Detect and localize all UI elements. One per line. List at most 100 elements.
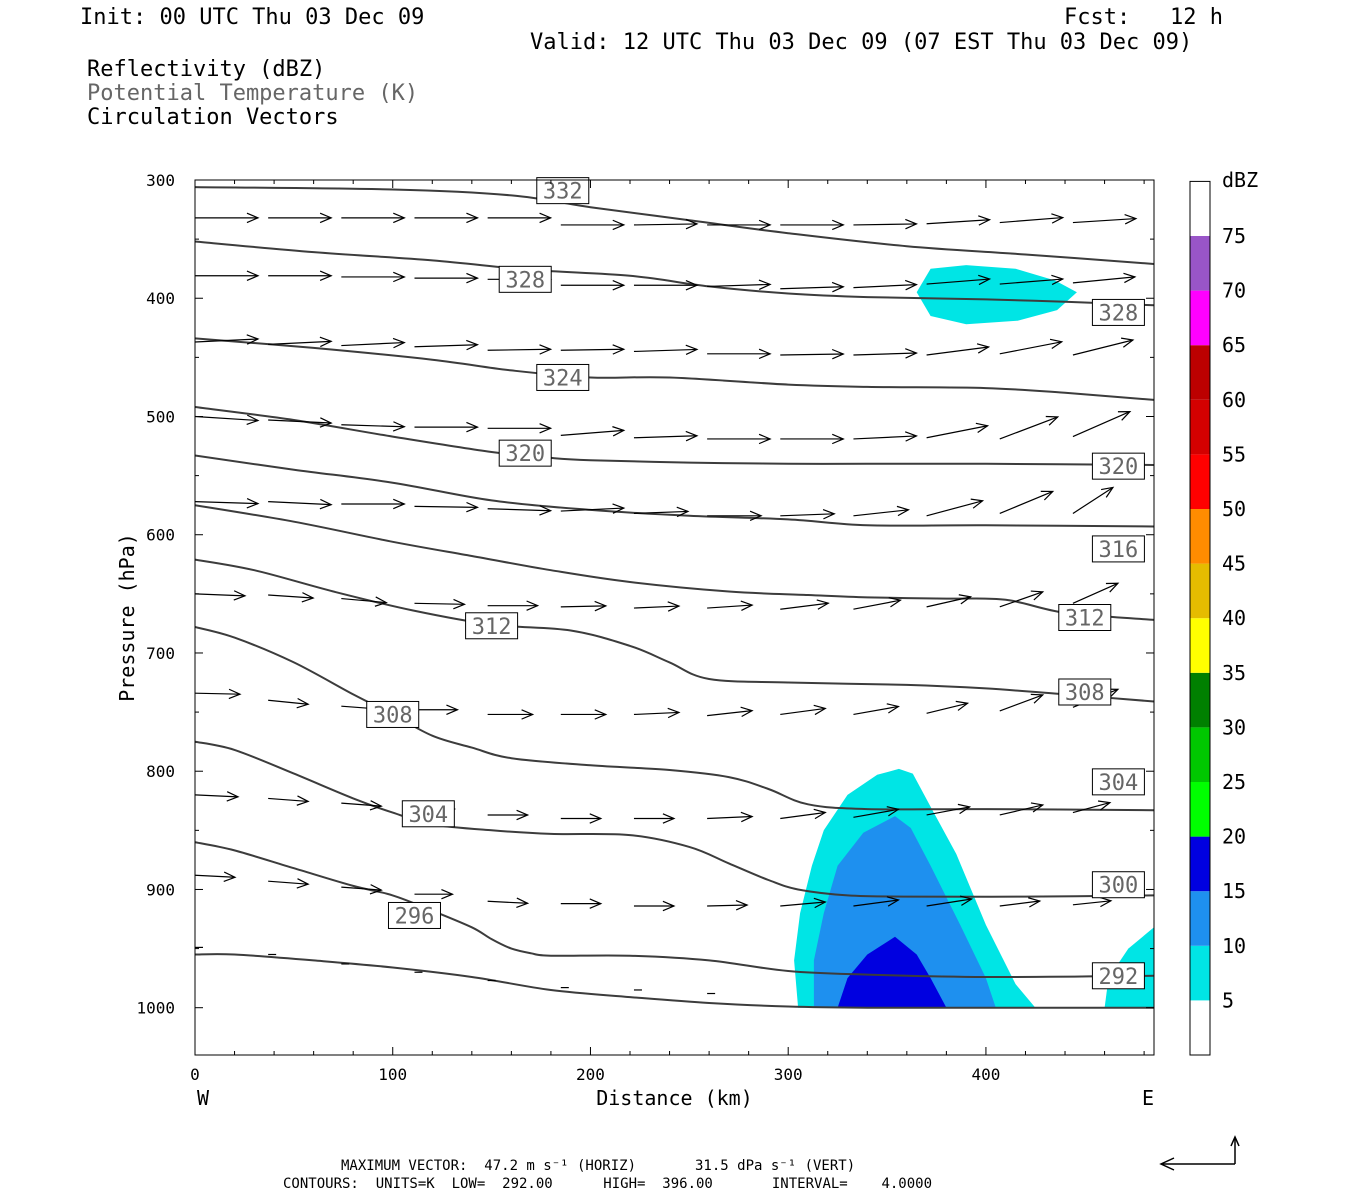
wind-vector-head [228, 688, 242, 700]
colorbar-label: 60 [1222, 388, 1246, 412]
east-label: E [1142, 1086, 1154, 1110]
wind-vector-head [612, 280, 626, 291]
wind-vector-head [1028, 897, 1042, 908]
y-tick-label: 500 [146, 407, 175, 426]
wind-vector-head [904, 431, 918, 442]
wind-vector-head [685, 218, 699, 230]
wind-vector-head [516, 897, 530, 908]
wind-vector [780, 353, 844, 356]
wind-vector [633, 711, 679, 716]
wind-vector-head [957, 803, 972, 815]
contour-label-328: 328 [1099, 301, 1139, 326]
reflectivity-region-10dbz [813, 816, 996, 1008]
contour-label-box [1091, 452, 1145, 480]
wind-vector-head [1123, 272, 1137, 284]
wind-vector-head [296, 697, 310, 709]
y-tick-label: 300 [146, 171, 175, 190]
wind-vector [1072, 276, 1135, 284]
colorbar-segment [1190, 945, 1210, 1001]
wind-vector [926, 219, 990, 225]
theta-contour-300 [195, 740, 1154, 898]
contour-info-note: CONTOURS: UNITS=K LOW= 292.00 HIGH= 396.… [283, 1176, 933, 1192]
wind-vector-head [1030, 590, 1045, 601]
reference-arrow-icon [1159, 1135, 1240, 1171]
contour-label-box [387, 901, 441, 929]
colorbar-segment [1190, 618, 1210, 673]
wind-vector [853, 352, 917, 356]
wind-vector [999, 900, 1040, 907]
colorbar-label: 35 [1222, 661, 1246, 685]
field-circulation-vectors: Circulation Vectors [87, 105, 339, 130]
west-label: W [197, 1086, 210, 1110]
wind-vector-head [589, 898, 603, 909]
colorbar-label: 55 [1222, 442, 1246, 466]
wind-vector [268, 340, 332, 345]
theta-contour-296 [195, 841, 1154, 979]
contour-label-box [401, 800, 455, 828]
wind-vector-head [978, 215, 992, 226]
wind-vector [268, 419, 332, 424]
colorbar-frame [1189, 180, 1211, 1056]
wind-vector-head [976, 343, 991, 354]
wind-vector-head [539, 423, 553, 434]
colorbar-label: 15 [1222, 879, 1246, 903]
wind-vector-head [1051, 274, 1065, 286]
contour-label-304: 304 [1099, 771, 1139, 796]
contour-label-box [498, 439, 552, 467]
wind-vector [341, 802, 382, 807]
wind-vector-head [685, 280, 699, 291]
wind-vector-head [1049, 338, 1064, 350]
wind-vector [560, 605, 606, 608]
wind-vector [853, 223, 917, 226]
wind-vector-head [955, 700, 970, 711]
wind-vector-head [453, 598, 467, 610]
wind-vector-head [1097, 800, 1112, 811]
wind-vector [414, 602, 465, 605]
y-tick-label: 600 [146, 526, 175, 545]
colorbar-label: 70 [1222, 279, 1246, 303]
wind-vector [560, 429, 624, 437]
wind-vector [926, 425, 988, 439]
y-tick-label: 900 [146, 880, 175, 899]
wind-vector-head [816, 599, 830, 610]
wind-vector [268, 501, 332, 506]
contour-label-304: 304 [408, 803, 448, 828]
wind-vector-head [832, 433, 845, 445]
theta-contour-292 [195, 953, 1154, 1009]
contour-label-box [1091, 768, 1145, 796]
wind-vector [780, 602, 829, 610]
contour-label-box [536, 363, 590, 391]
wind-vector [487, 508, 551, 512]
x-tick-label: 0 [190, 1065, 200, 1084]
y-tick-label: 700 [146, 644, 175, 663]
wind-vector-head [813, 704, 827, 716]
wind-vector [268, 594, 314, 599]
wind-vector-head [896, 505, 910, 517]
wind-vector [999, 216, 1063, 224]
contour-label-332: 332 [543, 180, 583, 205]
colorbar-label: 65 [1222, 333, 1246, 357]
wind-vector-head [958, 594, 973, 605]
theta-contour-316 [195, 454, 1154, 528]
wind-vector-head [446, 704, 460, 715]
wind-vector-head [466, 339, 480, 351]
field-reflectivity: Reflectivity (dBZ) [87, 57, 326, 82]
wind-vector [1072, 411, 1131, 438]
wind-vector-head [758, 348, 772, 360]
contour-label-312: 312 [472, 615, 512, 640]
wind-vector-head [1051, 213, 1065, 224]
wind-vector [780, 901, 826, 907]
wind-vector-head [466, 212, 480, 224]
wind-vector-head [740, 706, 754, 718]
x-axis-label: Distance (km) [596, 1086, 753, 1110]
contour-label-292: 292 [1099, 965, 1139, 990]
wind-vector [780, 707, 826, 716]
wind-vector-head [1099, 896, 1113, 908]
contour-label-320: 320 [505, 442, 545, 467]
wind-vector-head [1045, 415, 1060, 426]
forecast-hour: Fcst: 12 h [1064, 5, 1223, 30]
x-tick-label: 300 [774, 1065, 803, 1084]
wind-vector-head [393, 271, 406, 283]
wind-vector-head [539, 344, 553, 355]
wind-vector [1072, 802, 1111, 814]
